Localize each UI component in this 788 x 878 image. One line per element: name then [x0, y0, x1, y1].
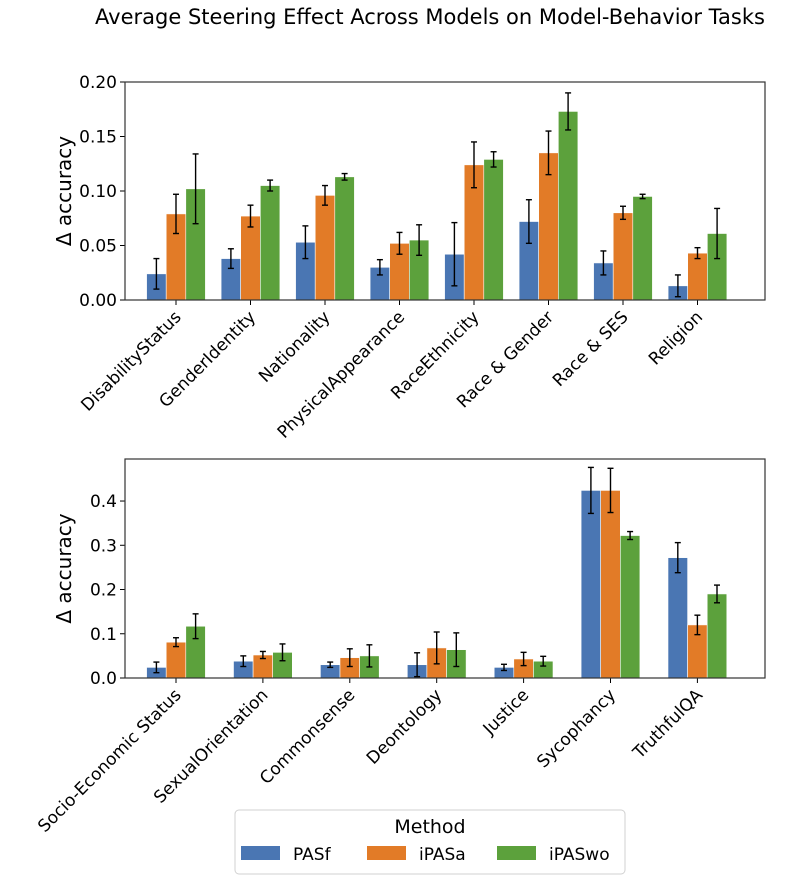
bar-ipasa-religion: [687, 252, 708, 301]
bar-ipasa-sycophancy: [600, 490, 621, 679]
x-tick-label: Deontology: [363, 685, 446, 768]
bar-ipasa-nationality: [314, 195, 336, 301]
x-tick-label: Justice: [479, 685, 533, 739]
bar-ipaswo-race-gender: [557, 111, 579, 301]
legend: Method PASf iPASa iPASwo: [234, 809, 626, 875]
y-tick-label: 0.3: [90, 536, 117, 556]
legend-swatch-pasf: [241, 846, 280, 860]
x-tick-label: PhysicalAppearance: [274, 307, 409, 442]
x-tick-label: Socio-Economic Status: [34, 685, 185, 836]
bar-ipaswo-truthfulqa: [706, 593, 728, 679]
legend-label-ipaswo: iPASwo: [549, 845, 610, 865]
y-tick-label: 0.4: [90, 492, 117, 512]
legend-label-pasf: PASf: [293, 845, 332, 865]
bar-ipasa-race-ses: [612, 212, 634, 301]
bar-ipasa-genderidentity: [240, 215, 261, 301]
y-tick-label: 0.2: [90, 581, 117, 601]
plot-frame: [124, 458, 766, 679]
legend-label-ipasa: iPASa: [419, 845, 466, 865]
y-tick-label: 0.1: [90, 625, 117, 645]
y-axis-label: Δ accuracy: [52, 513, 76, 623]
chart-top-panel: 0.000.050.100.150.20Δ accuracyDisability…: [52, 73, 766, 443]
y-tick-label: 0.00: [79, 291, 117, 311]
x-tick-label: TruthfulQA: [629, 685, 707, 763]
y-tick-label: 0.05: [79, 237, 117, 257]
x-tick-label: Sycophancy: [533, 685, 620, 772]
bar-ipaswo-race-ses: [632, 196, 653, 301]
plot-frame: [124, 81, 766, 301]
bar-ipaswo-genderidentity: [259, 185, 281, 301]
y-tick-label: 0.15: [79, 128, 117, 148]
figure-title: Average Steering Effect Across Models on…: [95, 5, 765, 29]
y-axis-label: Δ accuracy: [52, 136, 76, 246]
legend-swatch-ipaswo: [497, 846, 536, 860]
bar-pasf-truthfulqa: [667, 557, 688, 679]
legend-title: Method: [394, 816, 465, 838]
bar-ipasa-socio-economic-status: [165, 641, 187, 679]
bar-ipaswo-sycophancy: [619, 535, 641, 679]
bar-ipaswo-nationality: [334, 176, 355, 301]
chart-bottom-panel: 0.0 0.1 0.2 0.3 0.4 Δ accuracy Socio-Economic …: [34, 458, 766, 837]
x-tick-label: Commonsense: [256, 685, 359, 788]
x-tick-label: Religion: [645, 307, 707, 369]
x-tick-label: Race & SES: [549, 307, 632, 390]
y-tick-label: 0.20: [79, 73, 117, 93]
bar-ipaswo-raceethnicity: [483, 159, 504, 301]
x-tick-label: Nationality: [255, 307, 334, 386]
legend-swatch-ipasa: [367, 846, 406, 860]
bar-pasf-sycophancy: [580, 490, 601, 679]
y-tick-label: 0.10: [79, 182, 117, 202]
y-tick-label: 0.0: [90, 669, 117, 689]
